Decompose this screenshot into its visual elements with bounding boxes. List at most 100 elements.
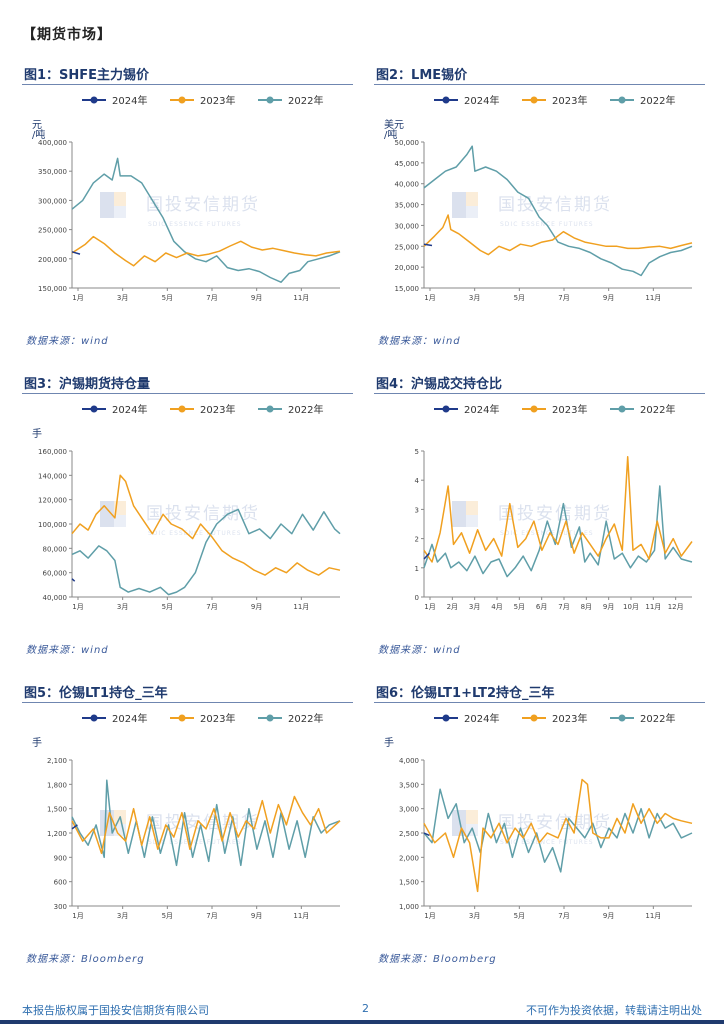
watermark-logo xyxy=(466,501,478,515)
series-line-2024 xyxy=(71,578,76,582)
y-tick-label: 120,000 xyxy=(38,497,67,505)
legend-item: 2024年 xyxy=(434,94,499,107)
series-line-2024 xyxy=(423,243,433,247)
x-tick-label: 5月 xyxy=(162,603,173,611)
legend-marker xyxy=(530,714,538,722)
figure-title: 图5：伦锡LT1持仓_三年 xyxy=(24,686,168,701)
x-tick-label: 5月 xyxy=(162,294,173,302)
legend-marker xyxy=(442,405,450,413)
watermark-logo xyxy=(466,515,478,527)
data-source: 数据来源：wind xyxy=(26,336,109,347)
figure-title: 图2：LME锡价 xyxy=(376,68,468,83)
legend-item: 2024年 xyxy=(434,403,499,416)
watermark-logo xyxy=(100,192,114,218)
y-tick-label: 1,000 xyxy=(399,903,419,911)
legend-item: 2023年 xyxy=(522,403,587,416)
x-tick-label: 7月 xyxy=(206,912,217,920)
x-tick-label: 7月 xyxy=(206,294,217,302)
y-tick-label: 600 xyxy=(54,879,67,887)
watermark-text: 国投安信期货 xyxy=(146,504,260,524)
legend-label: 2022年 xyxy=(640,403,675,416)
watermark-subtext: SDIC ESSENCE FUTURES xyxy=(500,530,594,537)
series-line-2022 xyxy=(423,788,693,873)
x-tick-label: 11月 xyxy=(293,912,309,920)
x-tick-label: 3月 xyxy=(117,294,128,302)
x-tick-label: 12月 xyxy=(668,603,684,611)
page-number: 2 xyxy=(362,1002,369,1015)
watermark-logo xyxy=(114,515,126,527)
figure-title: 图4：沪锡成交持仓比 xyxy=(376,377,503,392)
watermark-logo xyxy=(466,192,478,206)
x-tick-label: 9月 xyxy=(603,294,614,302)
watermark-text: 国投安信期货 xyxy=(146,195,260,215)
watermark-subtext: SDIC ESSENCE FUTURES xyxy=(148,530,242,537)
legend-label: 2023年 xyxy=(200,403,235,416)
legend-marker xyxy=(530,96,538,104)
x-tick-label: 3月 xyxy=(469,912,480,920)
legend-item: 2023年 xyxy=(522,94,587,107)
x-tick-label: 9月 xyxy=(251,294,262,302)
series-line-2023 xyxy=(71,235,341,267)
legend-marker xyxy=(618,96,626,104)
y-tick-label: 300,000 xyxy=(38,197,67,205)
x-tick-label: 5月 xyxy=(514,912,525,920)
series-line-2023 xyxy=(423,214,693,256)
data-source: 数据来源：wind xyxy=(378,645,461,656)
y-tick-label: 350,000 xyxy=(38,168,67,176)
x-tick-label: 7月 xyxy=(558,912,569,920)
legend-item: 2022年 xyxy=(258,403,323,416)
watermark-text: 国投安信期货 xyxy=(146,813,260,833)
watermark-logo xyxy=(452,192,466,218)
legend-item: 2022年 xyxy=(258,94,323,107)
y-tick-label: 80,000 xyxy=(43,545,68,553)
series-line-2022 xyxy=(423,145,693,277)
y-tick-label: 2,100 xyxy=(47,757,67,765)
x-tick-label: 1月 xyxy=(424,912,435,920)
y-tick-label: 1,800 xyxy=(47,781,67,789)
x-tick-label: 5月 xyxy=(514,603,525,611)
x-tick-label: 11月 xyxy=(645,603,661,611)
y-tick-label: 40,000 xyxy=(395,181,420,189)
title-rule xyxy=(22,702,353,703)
legend-label: 2024年 xyxy=(464,94,499,107)
legend-marker xyxy=(618,405,626,413)
legend-marker xyxy=(618,714,626,722)
watermark-subtext: SDIC ESSENCE FUTURES xyxy=(148,221,242,228)
series-line-2024 xyxy=(423,832,430,837)
watermark-logo xyxy=(466,206,478,218)
legend-item: 2022年 xyxy=(610,94,675,107)
y-tick-label: 50,000 xyxy=(395,139,420,147)
x-tick-label: 1月 xyxy=(424,294,435,302)
legend-item: 2022年 xyxy=(258,712,323,725)
figure-panel-1: 图1：SHFE主力锡价 2024年 2023年 2022年元/吨 国投安信期货 SDIC… xyxy=(22,64,353,364)
unit-label: 美元 xyxy=(384,118,404,131)
title-rule xyxy=(22,393,353,394)
y-tick-label: 3 xyxy=(415,506,419,514)
legend-marker xyxy=(90,714,98,722)
x-tick-label: 9月 xyxy=(251,912,262,920)
legend-label: 2022年 xyxy=(288,94,323,107)
watermark-text: 国投安信期货 xyxy=(498,504,612,524)
x-tick-label: 6月 xyxy=(536,603,547,611)
legend-marker xyxy=(90,96,98,104)
legend-marker xyxy=(442,714,450,722)
legend-label: 2022年 xyxy=(640,712,675,725)
legend-marker xyxy=(178,405,186,413)
unit-label: /吨 xyxy=(32,128,45,141)
x-tick-label: 9月 xyxy=(603,603,614,611)
data-source: 数据来源：wind xyxy=(378,336,461,347)
title-rule xyxy=(374,702,705,703)
x-tick-label: 7月 xyxy=(558,294,569,302)
figure-title: 图6：伦锡LT1+LT2持仓_三年 xyxy=(376,686,555,701)
legend-item: 2024年 xyxy=(82,94,147,107)
title-rule xyxy=(22,84,353,85)
x-tick-label: 11月 xyxy=(293,603,309,611)
series-line-2024 xyxy=(71,251,81,255)
legend-label: 2022年 xyxy=(288,403,323,416)
series-line-2023 xyxy=(423,778,693,893)
y-tick-label: 400,000 xyxy=(38,139,67,147)
watermark-text: 国投安信期货 xyxy=(498,195,612,215)
